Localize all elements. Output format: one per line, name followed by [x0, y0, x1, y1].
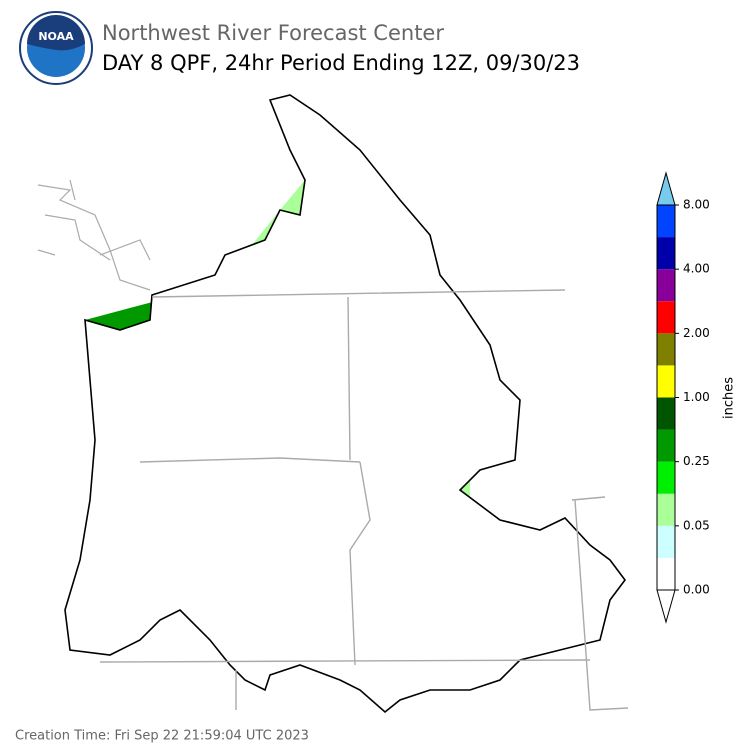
colorbar-tick-label: 0.05: [683, 518, 710, 532]
colorbar-tick-label: 1.00: [683, 390, 710, 404]
colorbar-tick-label: 8.00: [683, 198, 710, 212]
colorbar-segment: [657, 429, 675, 462]
subtitle: DAY 8 QPF, 24hr Period Ending 12Z, 09/30…: [102, 51, 580, 75]
colorbar-segment: [657, 333, 675, 366]
colorbar-tick-label: 4.00: [683, 262, 710, 276]
colorbar-tick-label: 0.25: [683, 454, 710, 468]
colorbar-label: inches: [722, 377, 737, 419]
colorbar-segment: [657, 205, 675, 238]
colorbar-segment: [657, 237, 675, 270]
colorbar-segment: [657, 461, 675, 494]
colorbar-under: [656, 589, 676, 624]
logo-text: NOAA: [38, 30, 74, 43]
colorbar: 0.00 0.05 0.25 1.00 2.00 4.00 8.00: [656, 171, 710, 624]
colorbar-over: [656, 171, 676, 206]
colorbar-segment: [657, 397, 675, 430]
title: Northwest River Forecast Center: [102, 21, 444, 45]
colorbar-segment: [657, 525, 675, 558]
colorbar-segment: [657, 493, 675, 526]
colorbar-segment: [657, 301, 675, 334]
colorbar-tick-label: 0.00: [683, 583, 710, 597]
map: [37, 94, 629, 713]
noaa-logo: NOAA: [19, 11, 93, 85]
colorbar-segment: [657, 557, 675, 590]
colorbar-tick-label: 2.00: [683, 326, 710, 340]
colorbar-segment: [657, 269, 675, 302]
creation-time: Creation Time: Fri Sep 22 21:59:04 UTC 2…: [15, 729, 309, 744]
colorbar-segment: [657, 365, 675, 398]
